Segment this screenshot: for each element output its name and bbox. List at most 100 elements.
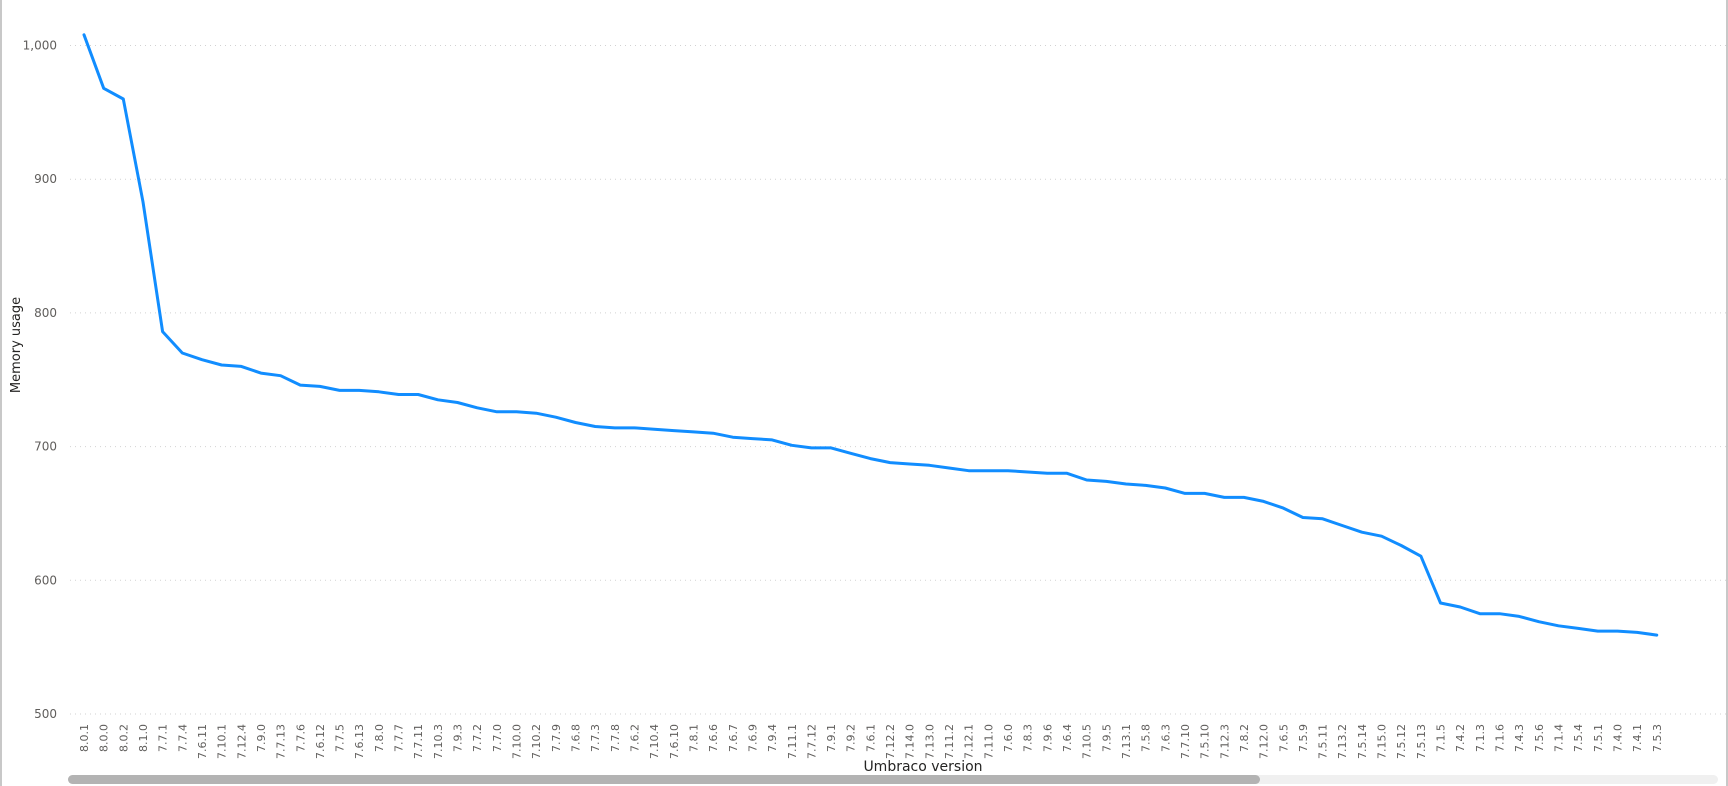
data-point[interactable] — [550, 411, 562, 423]
data-point[interactable] — [235, 360, 247, 372]
data-point[interactable] — [884, 457, 896, 469]
data-point[interactable] — [609, 422, 621, 434]
x-tick-label: 7.7.6 — [294, 724, 307, 752]
x-tick-label: 7.7.2 — [471, 724, 484, 752]
data-point[interactable] — [786, 439, 798, 451]
data-point[interactable] — [707, 427, 719, 439]
data-point[interactable] — [1513, 610, 1525, 622]
x-tick-label: 7.6.13 — [353, 724, 366, 759]
x-tick-label: 7.7.0 — [491, 724, 504, 752]
data-point[interactable] — [294, 379, 306, 391]
data-point[interactable] — [943, 462, 955, 474]
data-point[interactable] — [471, 402, 483, 414]
data-point[interactable] — [452, 397, 464, 409]
data-point[interactable] — [1612, 625, 1624, 637]
data-point[interactable] — [688, 426, 700, 438]
data-point[interactable] — [1159, 482, 1171, 494]
series-line — [82, 33, 1659, 637]
x-tick-label: 7.12.1 — [963, 724, 976, 759]
data-point[interactable] — [334, 384, 346, 396]
data-point[interactable] — [589, 421, 601, 433]
data-point[interactable] — [511, 406, 523, 418]
x-tick-label: 7.6.2 — [628, 724, 641, 752]
data-point[interactable] — [1120, 478, 1132, 490]
data-point[interactable] — [1022, 466, 1034, 478]
data-point[interactable] — [982, 465, 994, 477]
data-point[interactable] — [648, 423, 660, 435]
data-point[interactable] — [393, 389, 405, 401]
data-point[interactable] — [1533, 616, 1545, 628]
data-point[interactable] — [864, 453, 876, 465]
data-point[interactable] — [373, 386, 385, 398]
data-point[interactable] — [1100, 475, 1112, 487]
x-tick-label: 8.0.1 — [78, 724, 91, 752]
x-tick-label: 7.10.5 — [1081, 724, 1094, 759]
data-point[interactable] — [668, 425, 680, 437]
data-point[interactable] — [825, 442, 837, 454]
data-point[interactable] — [845, 447, 857, 459]
data-point[interactable] — [1572, 622, 1584, 634]
data-point[interactable] — [1199, 487, 1211, 499]
data-point[interactable] — [432, 394, 444, 406]
data-point[interactable] — [727, 431, 739, 443]
data-point[interactable] — [255, 367, 267, 379]
data-point[interactable] — [353, 384, 365, 396]
data-point[interactable] — [1651, 629, 1663, 641]
x-axis-ticks: 8.0.1 8.0.0 8.0.2 8.1.0 7.7.1 7.7.4 7.6.11 7.10… — [78, 724, 1664, 759]
data-point[interactable] — [1494, 608, 1506, 620]
horizontal-scrollbar-thumb[interactable] — [68, 775, 1260, 784]
data-point[interactable] — [1258, 495, 1270, 507]
data-point[interactable] — [1297, 512, 1309, 524]
x-tick-label: 7.8.1 — [687, 724, 700, 752]
data-point[interactable] — [1277, 502, 1289, 514]
data-point[interactable] — [629, 422, 641, 434]
data-point[interactable] — [1474, 608, 1486, 620]
data-point[interactable] — [1454, 601, 1466, 613]
data-point[interactable] — [1415, 550, 1427, 562]
data-point[interactable] — [314, 380, 326, 392]
data-point[interactable] — [1376, 530, 1388, 542]
data-point[interactable] — [1336, 520, 1348, 532]
data-point[interactable] — [216, 359, 228, 371]
data-point[interactable] — [1356, 526, 1368, 538]
data-point[interactable] — [176, 347, 188, 359]
data-point[interactable] — [923, 459, 935, 471]
data-point[interactable] — [157, 326, 169, 338]
x-tick-label: 7.6.8 — [570, 724, 583, 752]
data-point[interactable] — [117, 93, 129, 105]
data-point[interactable] — [1553, 620, 1565, 632]
y-tick-label: 700 — [34, 440, 57, 454]
x-tick-label: 7.10.3 — [432, 724, 445, 759]
data-point[interactable] — [137, 196, 149, 208]
data-point[interactable] — [1218, 491, 1230, 503]
data-point[interactable] — [1317, 513, 1329, 525]
data-point[interactable] — [746, 433, 758, 445]
data-point[interactable] — [1631, 626, 1643, 638]
x-tick-label: 7.7.13 — [275, 724, 288, 759]
data-point[interactable] — [412, 389, 424, 401]
x-tick-label: 7.7.11 — [412, 724, 425, 759]
data-point[interactable] — [1081, 474, 1093, 486]
data-point[interactable] — [530, 407, 542, 419]
data-point[interactable] — [805, 442, 817, 454]
data-point[interactable] — [1002, 465, 1014, 477]
data-point[interactable] — [1061, 467, 1073, 479]
data-point[interactable] — [570, 417, 582, 429]
data-point[interactable] — [1041, 467, 1053, 479]
data-point[interactable] — [1592, 625, 1604, 637]
data-point[interactable] — [491, 406, 503, 418]
data-point[interactable] — [196, 354, 208, 366]
data-point[interactable] — [1395, 540, 1407, 552]
data-point[interactable] — [98, 82, 110, 94]
data-point[interactable] — [1238, 491, 1250, 503]
data-point[interactable] — [275, 370, 287, 382]
data-point[interactable] — [1435, 597, 1447, 609]
data-point[interactable] — [963, 465, 975, 477]
data-point[interactable] — [904, 458, 916, 470]
data-point[interactable] — [1179, 487, 1191, 499]
data-point[interactable] — [78, 29, 90, 41]
x-tick-label: 7.8.0 — [373, 724, 386, 752]
data-point[interactable] — [1140, 479, 1152, 491]
data-point[interactable] — [766, 434, 778, 446]
